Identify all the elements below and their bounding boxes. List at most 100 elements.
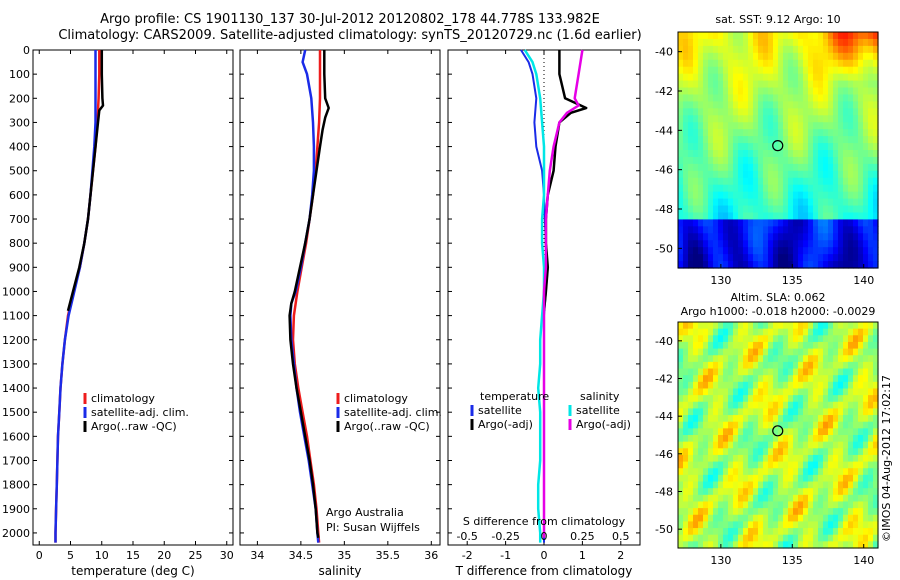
sst_map-heatmap-cell	[723, 59, 729, 68]
sst_map-heatmap-cell	[828, 177, 834, 186]
temperature-series-2-line	[66, 50, 105, 312]
sla_map-heatmap-cell	[708, 375, 714, 383]
sst_map-heatmap-cell	[743, 73, 749, 82]
sla_map-heatmap-cell	[763, 361, 769, 370]
sst_map-heatmap-cell	[713, 240, 719, 248]
sla_map-heatmap-cell	[713, 322, 719, 330]
sst_map-heatmap-cell	[688, 38, 694, 47]
sla_map-heatmap-cell	[788, 395, 794, 403]
sst_map-heatmap-cell	[778, 143, 784, 151]
sst_map-heatmap-cell	[738, 32, 744, 40]
sst_map-heatmap-cell	[688, 66, 694, 75]
sla_map-heatmap-cell	[818, 534, 824, 542]
sla_map-heatmap-cell	[838, 322, 844, 330]
sst_map-heatmap-cell	[698, 87, 704, 96]
sla_map-heatmap-cell	[833, 375, 839, 383]
sst_map-heatmap-cell	[763, 108, 769, 116]
sla_map-heatmap-cell	[863, 408, 869, 416]
sst_map-heatmap-cell	[748, 32, 754, 40]
sla_map-heatmap-cell	[848, 355, 854, 363]
salinity-legend-label: climatology	[344, 392, 408, 405]
sla_map-heatmap-cell	[853, 514, 859, 523]
sla_map-heatmap-cell	[848, 541, 854, 549]
salinity-xtick-label: 34.5	[289, 549, 314, 562]
sla_map-heatmap-cell	[803, 322, 809, 330]
sla_map-heatmap-cell	[703, 508, 709, 516]
sla_map-heatmap-cell	[808, 322, 814, 330]
sla_map-heatmap-cell	[703, 528, 709, 536]
sst_map-heatmap-cell	[823, 73, 829, 82]
sla_map-heatmap-cell	[703, 441, 709, 449]
sla_map-heatmap-cell	[713, 448, 719, 456]
sst_map-heatmap-cell	[723, 115, 729, 123]
sla_map-heatmap-cell	[708, 322, 714, 330]
sla_map-heatmap-cell	[818, 335, 824, 343]
sst_map-heatmap-cell	[758, 219, 764, 227]
sst_map-heatmap-cell	[768, 163, 774, 172]
sla_map-heatmap-cell	[678, 381, 684, 390]
sla_map-heatmap-cell	[783, 454, 789, 463]
sla_map-heatmap-cell	[803, 421, 809, 429]
sla_map-heatmap-cell	[778, 448, 784, 456]
sst_map-heatmap-cell	[858, 226, 864, 234]
sst_map-heatmap-cell	[778, 150, 784, 158]
sst_map-heatmap-cell	[858, 177, 864, 186]
sla_map-heatmap-cell	[678, 441, 684, 449]
sst_map-heatmap-cell	[758, 191, 764, 200]
sst_map-heatmap-cell	[713, 184, 719, 193]
sla_map-heatmap-cell	[778, 322, 784, 330]
difference-xlabel: T difference from climatology	[455, 564, 633, 578]
sst_map-heatmap-cell	[818, 254, 824, 262]
sst_map-heatmap-cell	[818, 52, 824, 61]
sla_map-heatmap-cell	[718, 481, 724, 489]
sla_map-heatmap-cell	[858, 441, 864, 449]
sla_map-heatmap-cell	[683, 355, 689, 363]
sst_map-heatmap-cell	[828, 45, 834, 54]
sst_map-heatmap-cell	[843, 122, 849, 130]
sla_map-heatmap-cell	[783, 421, 789, 429]
sst_map-heatmap-cell	[708, 45, 714, 54]
sst_map-heatmap-cell	[773, 177, 779, 186]
sst_map-heatmap-cell	[753, 212, 759, 221]
sst_map-heatmap-cell	[863, 115, 869, 123]
sst_map-heatmap-cell	[683, 143, 689, 151]
sst_map-heatmap-cell	[778, 191, 784, 200]
sla_map-heatmap-cell	[688, 341, 694, 350]
sst_map-heatmap-cell	[678, 170, 684, 179]
sst_map-heatmap-cell	[828, 233, 834, 241]
sla_map-heatmap-cell	[733, 335, 739, 343]
sla_map-heatmap-cell	[713, 474, 719, 483]
sst_map-heatmap-cell	[733, 212, 739, 221]
sla_map-heatmap-cell	[703, 375, 709, 383]
sst_map-heatmap-cell	[798, 177, 804, 186]
sst_map-heatmap-cell	[863, 170, 869, 179]
sla_map-heatmap-cell	[798, 381, 804, 390]
sst_map-heatmap-cell	[843, 184, 849, 193]
sla_map-heatmap-cell	[793, 494, 799, 503]
sst_map-heatmap-cell	[828, 261, 834, 269]
sst_map-heatmap-cell	[848, 32, 854, 40]
sla_map-heatmap-cell	[788, 368, 794, 376]
sla_map-heatmap-cell	[813, 474, 819, 483]
sst_map-heatmap-cell	[848, 247, 854, 255]
sst_map-heatmap-cell	[858, 45, 864, 54]
sla_map-heatmap-cell	[733, 481, 739, 489]
sla_map-heatmap-cell	[793, 348, 799, 356]
sla_map-heatmap-cell	[868, 494, 874, 503]
sla_map-heatmap-cell	[768, 415, 774, 423]
sla_map-heatmap-cell	[858, 474, 864, 483]
sst_map-heatmap-cell	[808, 170, 814, 179]
sst_map-heatmap-cell	[698, 73, 704, 82]
sla_map-heatmap-cell	[743, 328, 749, 336]
sst_map-heatmap-cell	[718, 101, 724, 109]
sst_map-heatmap-cell	[808, 87, 814, 96]
sst_map-heatmap-cell	[838, 150, 844, 158]
sla_map-heatmap-cell	[868, 521, 874, 529]
temperature-xtick-label: 30	[220, 549, 234, 562]
sla_map-heatmap-cell	[723, 348, 729, 356]
sla_map-heatmap-cell	[823, 335, 829, 343]
sst_map-heatmap-cell	[858, 59, 864, 68]
sst_map-heatmap-cell	[788, 108, 794, 116]
sst_map-heatmap-cell	[753, 87, 759, 96]
sla_map-heatmap-cell	[838, 375, 844, 383]
